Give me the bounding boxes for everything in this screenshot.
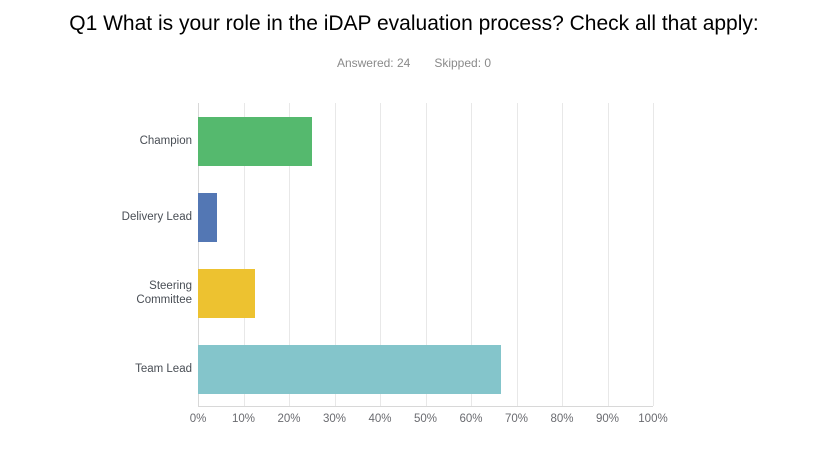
x-tick-label: 0% [189,413,207,425]
answered-count: Answered: 24 [336,56,411,70]
gridline [607,103,609,406]
skipped-count: Skipped: 0 [434,56,492,70]
gridline [425,103,427,406]
gridline [289,103,290,406]
category-label: Delivery Lead [121,211,192,223]
gridline [516,103,518,406]
x-tick-label: 70% [504,413,529,425]
category-axis: Champion Delivery Lead Steering Committee T… [0,103,192,407]
category-label-box: Team Lead [0,331,192,407]
category-label: Champion [139,135,192,147]
question-title: Q1 What is your role in the iDAP evaluat… [69,12,759,35]
gridline [243,103,245,406]
gridline [334,103,336,406]
bar-steering-committee [198,269,255,318]
x-tick-label: 40% [368,413,392,425]
plot-area [198,103,654,407]
x-tick-label: 100% [638,413,668,425]
x-tick-label: 30% [322,413,347,425]
x-tick-label: 50% [413,413,438,425]
category-label-box: Champion [0,103,192,179]
gridline [562,103,563,406]
category-label: Team Lead [135,363,192,375]
response-stats: Answered: 24 Skipped: 0 [0,56,828,70]
gridline [471,103,472,406]
x-tick-label: 90% [595,413,620,425]
category-label-box: Steering Committee [0,255,192,331]
x-tick-label: 80% [550,413,574,425]
x-tick-label: 20% [277,413,301,425]
category-label-box: Delivery Lead [0,179,192,255]
gridline [380,103,381,406]
gridline [198,103,199,406]
gridline [653,103,654,406]
percent-axis: 0% 10% 20% 30% 40% 50% 60% 70% 80% 90% 100% [190,413,668,429]
category-label: Steering Committee [136,280,192,306]
x-tick-label: 10% [231,413,256,425]
x-tick-label: 60% [459,413,483,425]
bar-delivery-lead [198,193,217,242]
bar-champion [198,117,312,166]
bar-team-lead [198,345,502,394]
